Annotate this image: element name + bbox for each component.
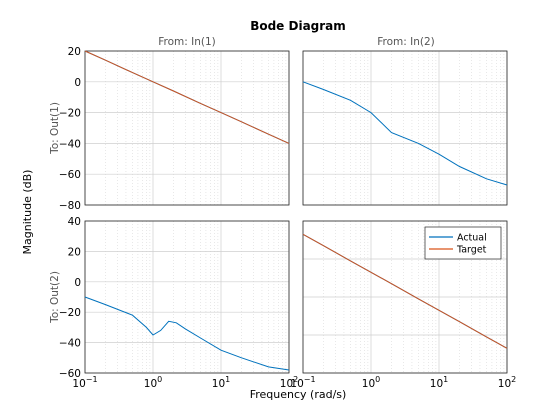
y-tick-label: −20 — [59, 307, 81, 319]
x-tick-label: 102 — [498, 375, 516, 390]
y-tick-label: −60 — [59, 368, 81, 380]
column-label-in1: From: In(1) — [158, 36, 216, 48]
x-tick-exponent: 0 — [375, 375, 380, 384]
x-tick-label: 101 — [430, 375, 448, 390]
panel-r0-c1 — [302, 50, 508, 206]
x-tick-exponent: 2 — [293, 375, 298, 384]
column-label-in2: From: In(2) — [377, 36, 435, 48]
y-tick-label: 0 — [74, 77, 81, 89]
y-tick-label: −80 — [59, 200, 81, 212]
row-label-out2: To: Out(2) — [49, 271, 61, 324]
series-actual-line — [84, 296, 290, 371]
series-target-line — [302, 233, 508, 349]
y-tick-label: −20 — [59, 108, 81, 120]
y-tick-label: 20 — [68, 246, 81, 258]
y-axis-label: Magnitude (dB) — [21, 170, 34, 255]
x-tick-label: 10−1 — [72, 375, 97, 390]
x-tick-exponent: 1 — [443, 375, 448, 384]
axes-frame — [84, 50, 290, 206]
x-tick-label: 101 — [212, 375, 230, 390]
x-tick-exponent: 0 — [157, 375, 162, 384]
panel-r0-c0: −80 −60 −40 −20 0 20 — [59, 46, 290, 212]
axes-frame — [302, 50, 508, 206]
chart-title: Bode Diagram — [250, 19, 346, 33]
x-tick-exponent: −1 — [304, 375, 316, 384]
axes-frame — [84, 220, 290, 374]
x-tick-exponent: −1 — [86, 375, 98, 384]
y-tick-label: 0 — [74, 277, 81, 289]
legend-box — [424, 226, 502, 260]
axes-frame — [302, 220, 508, 374]
x-tick-label: 100 — [362, 375, 380, 390]
row-label-out1: To: Out(1) — [49, 102, 61, 155]
series-actual-line — [302, 81, 508, 186]
y-tick-label: 40 — [68, 216, 81, 228]
series-target-line — [84, 50, 290, 144]
x-tick-label: 100 — [144, 375, 162, 390]
x-tick-exponent: 1 — [225, 375, 230, 384]
legend-label-target: Target — [456, 245, 487, 256]
y-tick-label: −40 — [59, 138, 81, 150]
x-axis-label: Frequency (rad/s) — [250, 388, 347, 401]
legend-label-actual: Actual — [457, 233, 487, 244]
y-tick-label: −40 — [59, 338, 81, 350]
x-tick-exponent: 2 — [511, 375, 516, 384]
y-tick-label: −60 — [59, 169, 81, 181]
y-tick-label: 20 — [68, 46, 81, 58]
panel-r1-c0: −60 −40 −20 0 20 40 10−1 100 101 1 0 2 — [59, 216, 298, 390]
